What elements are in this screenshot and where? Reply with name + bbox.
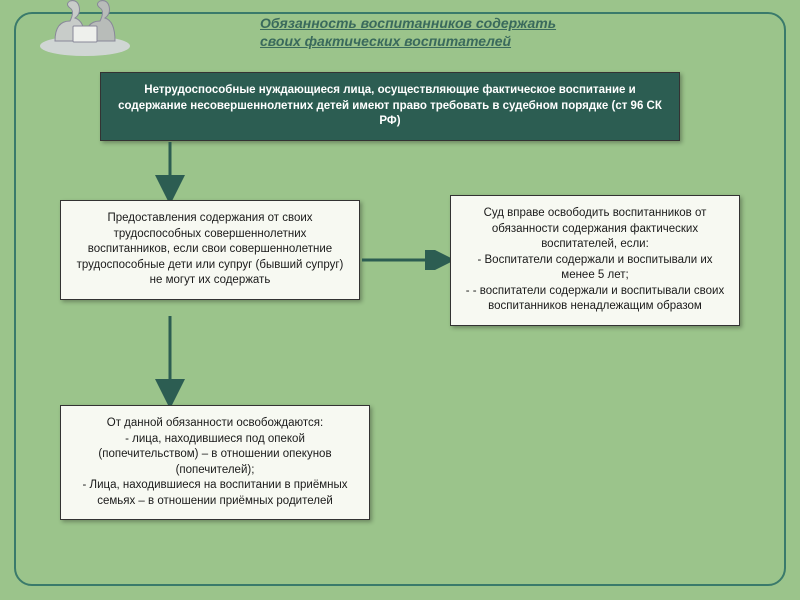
bottom-bullet-2: Лица, находившиеся на воспитании в приём… (75, 478, 355, 509)
top-premise-text: Нетрудоспособные нуждающиеся лица, осуще… (118, 84, 662, 127)
right-bullet-2: - воспитатели содержали и воспитывали св… (465, 284, 725, 315)
right-exemption-box: Суд вправе освободить воспитанников от о… (450, 195, 740, 326)
bottom-intro: От данной обязанности освобождаются: (75, 416, 355, 432)
arrow-left-to-bottom (155, 316, 185, 406)
arrow-top-to-left (155, 142, 185, 202)
title-line-1: Обязанность воспитанников содержать (260, 14, 556, 32)
bottom-exception-box: От данной обязанности освобождаются: лиц… (60, 405, 370, 520)
arrow-left-to-right (362, 250, 452, 270)
left-condition-text: Предоставления содержания от своих трудо… (77, 212, 344, 286)
people-icon (35, 0, 135, 56)
title-line-2: своих фактических воспитателей (260, 32, 556, 50)
bottom-bullet-1: лица, находившиеся под опекой (попечител… (75, 432, 355, 479)
top-premise-box: Нетрудоспособные нуждающиеся лица, осуще… (100, 72, 680, 141)
left-condition-box: Предоставления содержания от своих трудо… (60, 200, 360, 300)
right-bullet-1: Воспитатели содержали и воспитывали их м… (465, 253, 725, 284)
page-title: Обязанность воспитанников содержать свои… (260, 14, 556, 50)
right-intro: Суд вправе освободить воспитанников от о… (465, 206, 725, 253)
